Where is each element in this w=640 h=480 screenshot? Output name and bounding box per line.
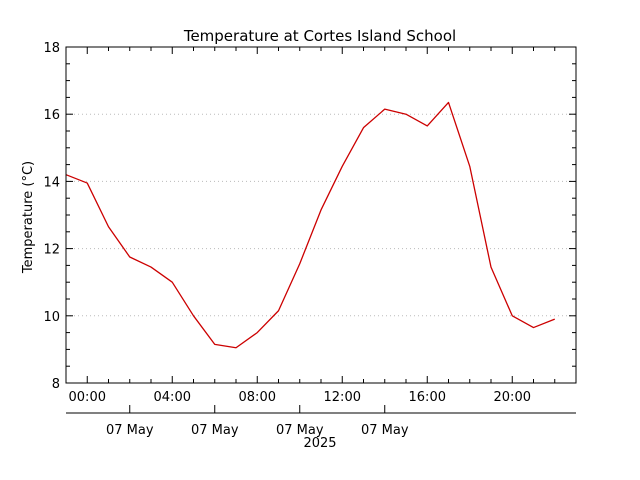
chart-title: Temperature at Cortes Island School — [183, 27, 456, 45]
date-label: 07 May — [361, 423, 409, 438]
series-layer — [65, 101, 555, 349]
x-tick-label: 16:00 — [409, 390, 446, 405]
y-axis-label: Temperature (°C) — [21, 161, 36, 274]
x-tick-label: 08:00 — [239, 390, 276, 405]
date-label: 07 May — [106, 423, 154, 438]
y-tick-label: 16 — [43, 108, 60, 123]
x-tick-label: 00:00 — [69, 390, 106, 405]
y-tick-label: 10 — [43, 310, 60, 325]
temperature-series-line — [65, 101, 555, 349]
date-label: 07 May — [191, 423, 239, 438]
y-tick-label: 12 — [43, 243, 60, 258]
x-tick-label: 20:00 — [494, 390, 531, 405]
x-tick-label: 04:00 — [154, 390, 191, 405]
x-tick-label: 12:00 — [324, 390, 361, 405]
grid — [66, 113, 576, 317]
y-tick-label: 18 — [43, 41, 60, 56]
date-label: 07 May — [276, 423, 324, 438]
axes: 8 10 12 14 16 18 00:00 04:00 08:00 12:00 16:00 20:0… — [43, 41, 577, 438]
x-year-label: 2025 — [303, 436, 336, 451]
y-tick-label: 8 — [52, 377, 60, 392]
y-tick-label: 14 — [43, 175, 60, 190]
